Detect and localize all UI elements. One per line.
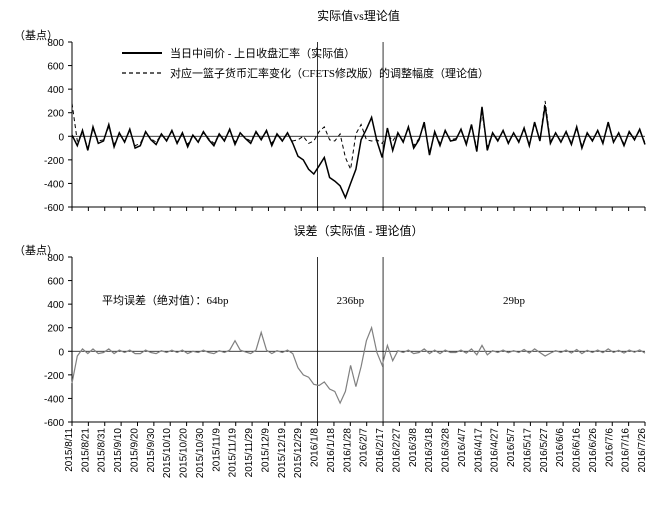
y-tick-label: 800	[47, 253, 64, 264]
y-tick-label: -600	[44, 418, 64, 429]
y-tick-label: 600	[47, 277, 64, 288]
x-tick-label: 2016/3/8	[408, 428, 419, 467]
x-tick-label: 2016/4/27	[490, 428, 501, 473]
y-tick-label: -600	[44, 203, 64, 214]
y-tick-label: -400	[44, 394, 64, 405]
x-tick-label: 2015/8/31	[97, 428, 108, 473]
x-tick-label: 2016/4/17	[473, 428, 484, 473]
legend-label-2: 对应一篮子货币汇率变化（CFETS修改版）的调整幅度（理论值）	[170, 66, 489, 80]
x-tick-label: 2016/7/26	[637, 428, 648, 473]
series-error	[72, 328, 645, 403]
legend-label-1: 当日中间价 - 上日收盘汇率（实际值）	[170, 46, 355, 60]
x-tick-label: 2015/9/30	[146, 428, 157, 473]
x-tick-label: 2016/1/8	[310, 428, 321, 467]
x-tick-label: 2016/5/27	[539, 428, 550, 473]
chart-panel: 实际值vs理论值（基点）-600-400-2000200400600800当日中…	[0, 0, 657, 531]
x-tick-label: 2015/11/9	[211, 428, 222, 472]
x-tick-label: 2016/1/28	[342, 428, 353, 473]
chart-svg: 实际值vs理论值（基点）-600-400-2000200400600800当日中…	[0, 0, 657, 531]
x-tick-label: 2016/2/27	[391, 428, 402, 473]
x-tick-label: 2016/3/28	[441, 428, 452, 473]
x-tick-label: 2015/11/29	[244, 428, 255, 478]
x-tick-label: 2016/6/6	[555, 428, 566, 467]
x-tick-label: 2016/1/18	[326, 428, 337, 473]
chart-title: 误差（实际值 - 理论值）	[294, 223, 424, 238]
x-tick-label: 2015/10/30	[195, 428, 206, 478]
x-tick-label: 2015/9/10	[113, 428, 124, 473]
x-tick-label: 2016/6/26	[588, 428, 599, 473]
series-actual	[72, 106, 645, 198]
x-tick-label: 2016/4/7	[457, 428, 468, 467]
y-tick-label: -200	[44, 371, 64, 382]
x-tick-label: 2016/3/18	[424, 428, 435, 473]
y-tick-label: 800	[47, 38, 64, 49]
x-tick-label: 2015/8/11	[64, 428, 75, 472]
y-tick-label: 200	[47, 109, 64, 120]
x-tick-label: 2015/12/9	[260, 428, 271, 473]
y-tick-label: -200	[44, 156, 64, 167]
y-tick-label: 400	[47, 85, 64, 96]
y-tick-label: -400	[44, 179, 64, 190]
x-tick-label: 2015/10/10	[162, 428, 173, 478]
annotation-label: 平均误差（绝对值）：64bp	[102, 293, 229, 307]
annotation-3: 29bp	[503, 295, 526, 307]
x-tick-label: 2015/8/21	[80, 428, 91, 473]
x-tick-label: 2015/12/19	[277, 428, 288, 478]
y-tick-label: 600	[47, 62, 64, 73]
x-tick-label: 2015/10/20	[179, 428, 190, 478]
x-tick-label: 2016/6/16	[572, 428, 583, 473]
x-tick-label: 2015/11/19	[228, 428, 239, 478]
x-tick-label: 2016/7/16	[621, 428, 632, 473]
x-tick-label: 2016/5/17	[522, 428, 533, 473]
x-tick-label: 2015/9/20	[129, 428, 140, 473]
x-tick-label: 2016/5/7	[506, 428, 517, 467]
x-tick-label: 2016/7/6	[604, 428, 615, 467]
x-tick-label: 2016/2/17	[375, 428, 386, 473]
annotation-2: 236bp	[337, 295, 365, 307]
chart-title: 实际值vs理论值	[317, 8, 400, 23]
y-tick-label: 400	[47, 300, 64, 311]
x-tick-label: 2015/12/29	[293, 428, 304, 478]
series-theoretical	[72, 101, 645, 169]
y-tick-label: 0	[58, 132, 64, 143]
y-tick-label: 0	[58, 347, 64, 358]
y-tick-label: 200	[47, 324, 64, 335]
x-tick-label: 2016/2/7	[359, 428, 370, 467]
